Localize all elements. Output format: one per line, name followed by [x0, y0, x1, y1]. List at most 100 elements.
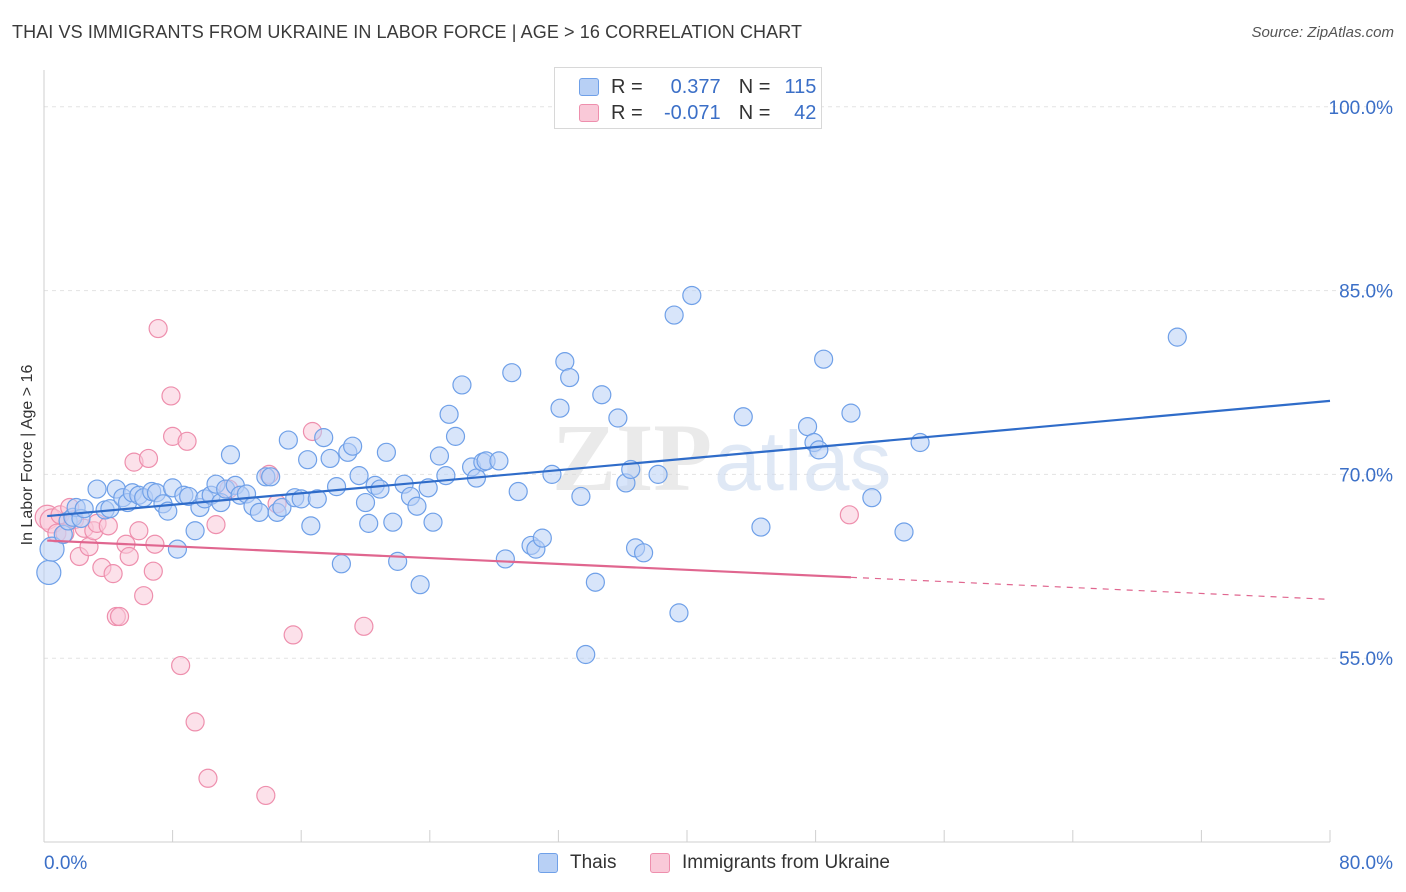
thais-point-41 — [272, 497, 292, 518]
ukraine-point-39 — [354, 616, 374, 636]
ukraine-point-37 — [283, 625, 303, 645]
thais-point-32 — [220, 445, 241, 465]
watermark: ZIP atlas — [552, 404, 891, 511]
thais-point-85 — [550, 398, 570, 418]
legend-swatch-ukraine — [579, 104, 599, 122]
x-tick-label-1: 80.0% — [1339, 853, 1393, 874]
thais-point-50 — [326, 477, 347, 497]
ukraine-point-40 — [839, 505, 859, 525]
thais-point-61 — [388, 551, 408, 571]
trend-lines — [47, 399, 1331, 600]
thais-point-68 — [429, 446, 450, 466]
ukraine-point-34 — [256, 785, 276, 806]
ukraine-point-21 — [134, 586, 154, 606]
x-tick-labels: 0.0% 80.0% — [44, 853, 1393, 874]
legend-row-thais: R = 0.377 N = 115 — [579, 75, 816, 99]
thais-point-100 — [682, 285, 702, 306]
thais-point-108 — [862, 488, 882, 508]
legend-r-label: R = — [611, 75, 643, 98]
thais-point-56 — [359, 513, 379, 533]
ukraine-point-26 — [161, 386, 181, 406]
legend-n-value-thais: 115 — [784, 75, 817, 98]
thais-point-49 — [320, 448, 340, 469]
thais-point-60 — [383, 512, 403, 532]
trend-line-ukraine-extrapolated — [850, 576, 1331, 600]
thais-point-72 — [452, 375, 472, 395]
thais-point-65 — [410, 575, 430, 595]
thais-point-87 — [560, 367, 580, 388]
thais-point-37 — [249, 502, 270, 522]
series-ukraine-points — [34, 318, 859, 806]
thais-point-106 — [814, 349, 834, 369]
legend-n-value-ukraine: 42 — [794, 101, 817, 124]
axes — [43, 70, 1331, 843]
y-tick-labels: 55.0% 70.0% 85.0% 100.0% — [1329, 98, 1394, 670]
legend-label-ukraine: Immigrants from Ukraine — [682, 852, 890, 873]
thais-point-105 — [809, 440, 829, 460]
thais-point-45 — [298, 450, 318, 470]
thais-point-78 — [495, 549, 515, 569]
legend-r-value-thais: 0.377 — [670, 75, 721, 98]
ukraine-point-16 — [109, 606, 130, 627]
y-tick-label-2: 85.0% — [1339, 282, 1393, 303]
ukraine-point-23 — [143, 561, 163, 581]
x-tick-label-0: 0.0% — [44, 853, 87, 874]
thais-point-51 — [331, 554, 351, 574]
thais-point-22 — [167, 539, 188, 559]
thais-point-59 — [376, 442, 396, 462]
thais-point-79 — [502, 363, 522, 383]
legend-r-label: R = — [611, 101, 643, 124]
legend-label-thais: Thais — [570, 852, 617, 873]
ukraine-point-31 — [198, 768, 218, 788]
ukraine-point-32 — [206, 515, 226, 535]
y-tick-label-1: 70.0% — [1339, 465, 1393, 486]
thais-point-84 — [542, 464, 562, 484]
ukraine-point-18 — [119, 546, 139, 567]
thais-point-8 — [87, 479, 107, 499]
legend-item-thais: Thais — [538, 852, 616, 874]
thais-point-90 — [585, 572, 605, 592]
thais-point-102 — [751, 517, 771, 537]
chart-title: THAI VS IMMIGRANTS FROM UKRAINE IN LABOR… — [12, 22, 803, 42]
thais-point-89 — [576, 644, 596, 665]
trend-line-ukraine — [47, 539, 852, 579]
thais-point-70 — [439, 404, 459, 424]
thais-point-54 — [349, 466, 369, 486]
thais-point-101 — [733, 407, 753, 427]
thais-point-86 — [555, 352, 575, 372]
legend-swatch-ukraine — [650, 853, 670, 873]
thais-point-66 — [418, 478, 438, 498]
thais-point-92 — [608, 408, 628, 428]
ukraine-point-28 — [171, 655, 191, 676]
ukraine-point-25 — [148, 318, 168, 339]
trend-line-thais — [47, 399, 1331, 518]
series-legend: Thais Immigrants from Ukraine — [0, 852, 1406, 876]
legend-row-ukraine: R = -0.071 N = 42 — [579, 101, 816, 125]
ukraine-point-29 — [177, 431, 197, 451]
legend-swatch-thais — [579, 78, 599, 96]
ukraine-point-20 — [129, 521, 149, 541]
thais-point-25 — [185, 521, 205, 541]
ukraine-point-9 — [79, 537, 99, 557]
ukraine-point-13 — [98, 516, 118, 536]
thais-point-91 — [592, 385, 612, 405]
thais-point-98 — [664, 305, 684, 325]
ukraine-point-14 — [103, 564, 123, 584]
legend-n-label: N = — [738, 101, 771, 124]
ukraine-point-22 — [138, 448, 159, 469]
thais-point-39 — [261, 467, 281, 487]
y-tick-label-0: 55.0% — [1339, 649, 1393, 670]
thais-point-80 — [508, 481, 528, 502]
thais-point-77 — [489, 451, 509, 471]
thais-point-88 — [571, 486, 591, 507]
thais-point-1 — [39, 536, 65, 562]
thais-point-96 — [633, 543, 654, 563]
thais-point-83 — [532, 528, 552, 548]
thais-point-53 — [343, 436, 363, 456]
thais-point-46 — [301, 516, 321, 536]
thais-point-67 — [423, 512, 443, 532]
thais-point-111 — [1167, 327, 1187, 347]
legend-n-label: N = — [738, 75, 771, 98]
thais-point-0 — [36, 559, 62, 586]
